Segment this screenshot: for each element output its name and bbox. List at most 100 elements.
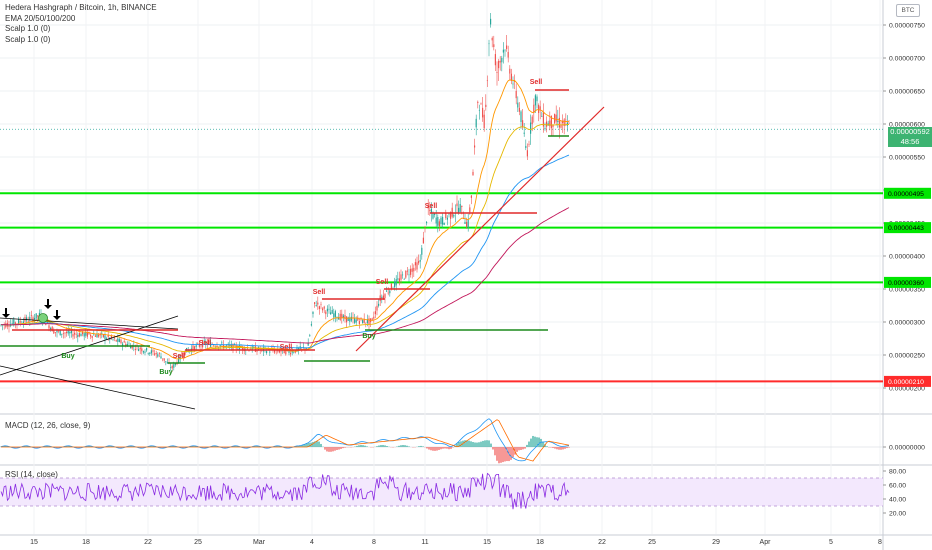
macd-histogram-bar — [440, 447, 442, 450]
candle-body — [549, 120, 551, 127]
price-tick-label: 0.00000400 — [889, 254, 925, 261]
candle-body — [112, 339, 114, 340]
candle-body — [181, 354, 183, 357]
macd-histogram-bar — [492, 447, 494, 450]
candle-body — [539, 106, 541, 110]
candle-body — [75, 333, 77, 335]
candle-body — [14, 322, 16, 324]
candle-body — [269, 351, 271, 353]
macd-histogram-bar — [66, 445, 68, 447]
candle-body — [373, 316, 375, 319]
macd-histogram-bar — [400, 445, 402, 447]
macd-histogram-bar — [36, 447, 38, 449]
candle-body — [502, 49, 504, 53]
candle-body — [83, 333, 85, 337]
macd-histogram-bar — [54, 447, 56, 448]
price-tick-label: 0.00000750 — [889, 23, 925, 30]
macd-histogram-bar — [522, 447, 524, 450]
candle-body — [229, 344, 231, 346]
candle-body — [246, 348, 248, 349]
price-tick-label: 0.00000350 — [889, 287, 925, 294]
candle-body — [317, 302, 319, 305]
macd-histogram-bar — [438, 447, 440, 450]
macd-histogram-bar — [224, 447, 226, 449]
indicator-ema[interactable]: EMA 20/50/100/200 — [5, 13, 76, 23]
candle-body — [458, 207, 460, 213]
macd-histogram-bar — [448, 447, 450, 450]
currency-button[interactable]: BTC — [896, 4, 920, 17]
macd-histogram-bar — [142, 447, 144, 449]
candle-body — [326, 308, 328, 312]
macd-histogram-bar — [204, 447, 206, 449]
macd-histogram-bar — [430, 447, 432, 451]
candle-body — [46, 321, 48, 324]
macd-histogram-bar — [532, 435, 534, 447]
candle-body — [130, 345, 132, 349]
rsi-line — [0, 472, 570, 510]
macd-histogram-bar — [556, 447, 558, 450]
candle-body — [179, 355, 181, 360]
macd-histogram-bar — [34, 447, 36, 449]
candle-body — [459, 203, 461, 212]
macd-histogram-bar — [88, 445, 90, 447]
candle-body — [58, 330, 60, 332]
candle-body — [386, 290, 388, 292]
candle-body — [64, 332, 66, 334]
candle-body — [350, 316, 352, 321]
macd-histogram-bar — [398, 445, 400, 447]
candle-body — [98, 334, 100, 337]
candle-body — [371, 318, 373, 320]
macd-histogram-bar — [24, 445, 26, 447]
candle-body — [542, 112, 544, 127]
candle-body — [365, 322, 367, 324]
candle-body — [416, 262, 418, 270]
macd-histogram-bar — [472, 442, 474, 447]
macd-histogram-bar — [484, 440, 486, 447]
macd-histogram-bar — [520, 447, 522, 450]
candle-body — [219, 345, 221, 347]
time-axis-label: 18 — [536, 539, 544, 546]
candle-body — [74, 332, 76, 335]
rsi-tick-label: 20.00 — [889, 511, 906, 518]
macd-histogram-bar — [456, 443, 458, 447]
candle-body — [32, 317, 34, 322]
candle-body — [86, 332, 88, 337]
candle-body — [243, 347, 245, 352]
candle-body — [483, 114, 485, 129]
macd-histogram-bar — [132, 446, 134, 447]
macd-histogram-bar — [96, 447, 98, 448]
macd-histogram-bar — [312, 442, 314, 447]
time-axis-label: 5 — [829, 539, 833, 546]
macd-histogram-bar — [516, 447, 518, 452]
candle-body — [18, 319, 20, 325]
macd-histogram-bar — [506, 447, 508, 462]
current-price-tag: 0.00000592 48:56 — [888, 127, 932, 147]
candle-body — [334, 311, 336, 317]
macd-histogram-bar — [170, 445, 172, 447]
level-tag — [884, 187, 931, 199]
candle-body — [446, 217, 448, 220]
macd-histogram-bar — [490, 443, 492, 447]
candle-body — [438, 221, 440, 227]
macd-histogram-bar — [470, 441, 472, 447]
candle-body — [562, 121, 564, 123]
level-tag — [884, 222, 931, 234]
macd-histogram-bar — [76, 447, 78, 449]
indicator-scalp-1[interactable]: Scalp 1.0 (0) — [5, 24, 51, 33]
macd-histogram-bar — [458, 442, 460, 447]
time-axis-label: 18 — [82, 539, 90, 546]
current-price-value: 0.00000592 — [890, 127, 930, 136]
macd-histogram-bar — [14, 447, 16, 449]
macd-histogram-bar — [236, 445, 238, 447]
candle-body — [213, 345, 215, 346]
indicator-scalp-2[interactable]: Scalp 1.0 (0) — [5, 34, 51, 44]
candle-body — [290, 352, 292, 355]
macd-histogram-bar — [222, 447, 224, 448]
candle-body — [155, 353, 157, 355]
candle-body — [368, 318, 370, 325]
candle-body — [398, 278, 400, 283]
candle-body — [501, 57, 503, 63]
macd-histogram-bar — [568, 447, 570, 448]
candle-body — [418, 260, 420, 264]
